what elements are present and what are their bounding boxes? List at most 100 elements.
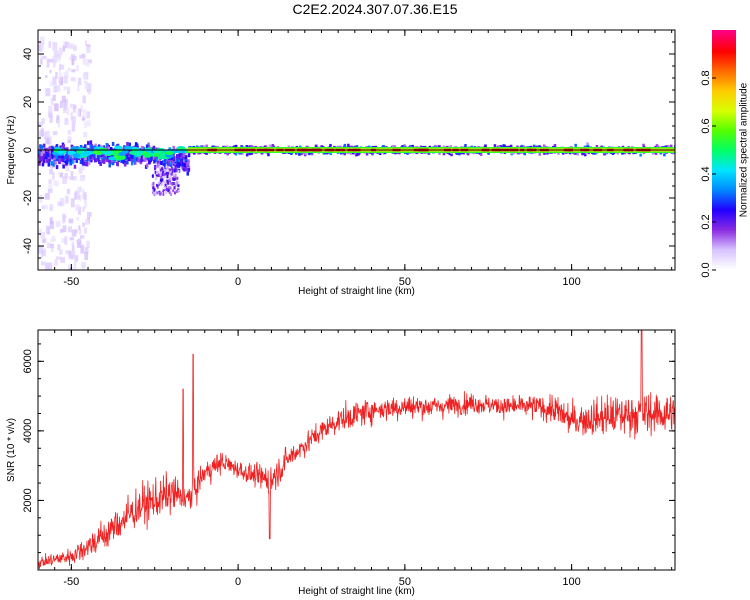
colorbar-step <box>712 62 736 65</box>
band-cell <box>196 145 199 149</box>
colorbar-step <box>712 48 736 51</box>
band-blob <box>114 145 123 150</box>
band-cell <box>38 161 41 166</box>
noise-cell <box>40 254 44 259</box>
band-cell <box>205 151 208 155</box>
noise-cell <box>78 167 83 174</box>
noise-cell <box>74 256 77 265</box>
band-cell <box>176 159 180 164</box>
band-cell <box>84 144 87 149</box>
noise-cell <box>59 249 63 255</box>
noise-cell <box>50 97 54 106</box>
colorbar-step <box>712 80 736 83</box>
band-cell <box>183 163 186 168</box>
band-cell <box>300 152 303 156</box>
colorbar-step <box>712 216 736 219</box>
noise-cell <box>49 243 54 249</box>
noise-cell <box>52 58 56 68</box>
band-cell <box>109 147 113 152</box>
colorbar-step <box>712 104 736 107</box>
tail-cell <box>156 171 159 175</box>
band-cell <box>187 165 191 170</box>
colorbar-step <box>712 154 736 157</box>
colorbar-step <box>712 192 736 195</box>
band-cell <box>139 160 143 165</box>
band-cell <box>60 146 63 151</box>
tail-cell <box>160 170 163 174</box>
colorbar-tick-label: 0.4 <box>700 166 712 181</box>
colorbar-step <box>712 60 736 63</box>
colorbar-step <box>712 156 736 159</box>
band-cell <box>52 162 55 167</box>
band-cell <box>159 161 163 166</box>
band-cell <box>39 144 42 149</box>
colorbar-step <box>712 44 736 47</box>
noise-cell <box>63 72 68 76</box>
tail-cell <box>173 168 176 172</box>
band-cell <box>42 151 45 156</box>
noise-cell <box>47 187 53 193</box>
band-cell <box>38 153 41 158</box>
band-cell <box>176 155 180 160</box>
band-cell <box>99 162 102 167</box>
band-cell <box>58 154 61 159</box>
noise-cell <box>80 244 85 254</box>
noise-cell <box>62 45 66 52</box>
tail-cell <box>168 181 171 185</box>
band-cell <box>149 156 153 161</box>
noise-cell <box>63 102 67 111</box>
noise-cell <box>82 115 86 121</box>
noise-cell <box>53 180 57 186</box>
colorbar-step <box>712 152 736 155</box>
colorbar-step <box>712 160 736 163</box>
noise-cell <box>65 164 70 172</box>
tail-cell <box>177 189 180 193</box>
band-cell <box>663 153 666 157</box>
band-cell <box>245 153 249 157</box>
band-cell <box>267 153 270 157</box>
noise-cell <box>59 72 62 81</box>
noise-cell <box>52 131 58 136</box>
y-tick-label: 4000 <box>22 419 34 443</box>
noise-cell <box>86 111 91 119</box>
band-cell <box>89 144 93 149</box>
band-cell <box>62 164 65 169</box>
tail-cell <box>153 191 156 195</box>
noise-cell <box>74 229 78 234</box>
noise-cell <box>45 136 50 144</box>
noise-cell <box>72 104 76 113</box>
band-cell <box>82 161 86 166</box>
noise-cell <box>84 40 87 47</box>
band-cell <box>45 151 48 156</box>
colorbar-step <box>712 126 736 129</box>
noise-cell <box>58 47 63 56</box>
band-cell <box>241 151 244 155</box>
noise-cell <box>75 255 79 262</box>
noise-cell <box>82 222 85 227</box>
noise-cell <box>55 220 61 228</box>
band-cell <box>131 154 134 159</box>
band-cell <box>58 158 61 163</box>
band-cell <box>532 144 536 148</box>
noise-cell <box>59 228 64 233</box>
colorbar-step <box>712 206 736 209</box>
noise-cell <box>71 124 76 132</box>
tail-cell <box>156 185 159 189</box>
x-tick-label: -50 <box>63 276 79 288</box>
noise-cell <box>79 177 84 182</box>
band-cell <box>147 144 151 149</box>
tail-cell <box>154 193 157 197</box>
band-cell <box>135 157 139 162</box>
tail-cell <box>159 168 162 172</box>
band-cell <box>434 144 437 148</box>
noise-cell <box>65 195 69 204</box>
colorbar-step <box>712 40 736 43</box>
band-cell <box>42 153 46 158</box>
noise-cell <box>73 263 77 270</box>
noise-cell <box>68 250 73 256</box>
noise-cell <box>83 80 88 84</box>
noise-cell <box>82 188 85 196</box>
band-cell <box>392 145 395 149</box>
band-cell <box>153 159 156 164</box>
noise-cell <box>82 95 86 104</box>
